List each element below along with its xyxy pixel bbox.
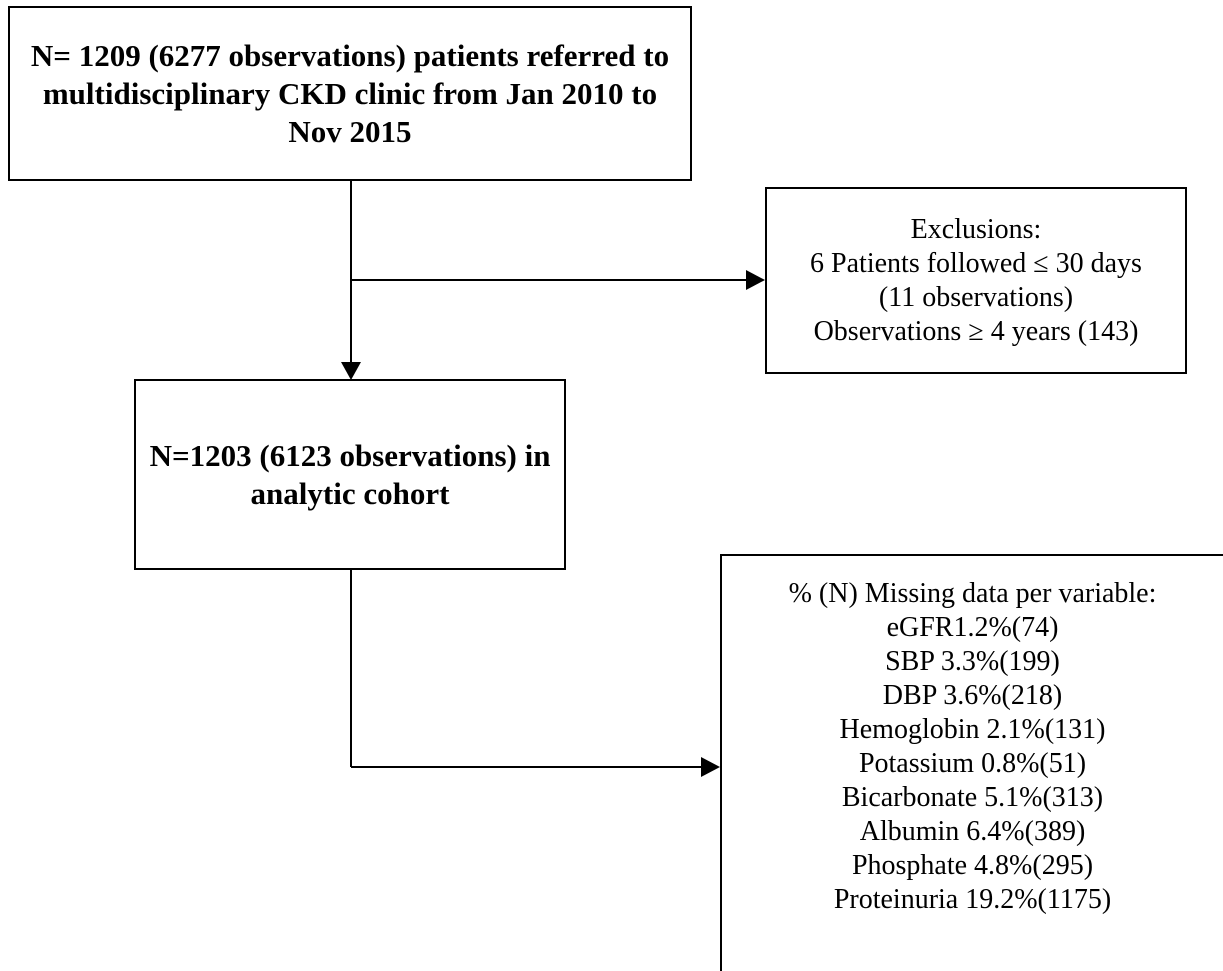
missing-data-heading: % (N) Missing data per variable: (788, 578, 1157, 609)
cohort-line-1: N=1203 (6123 observations) in (149, 437, 551, 473)
exclusion-patients-observations: (11 observations) (878, 281, 1074, 313)
missing-item-phosphate: Phosphate 4.8%(295) (851, 850, 1094, 881)
referral-line-2: multidisciplinary CKD clinic from Jan 20… (42, 75, 658, 111)
missing-item-sbp: SBP 3.3%(199) (885, 646, 1060, 677)
missing-item-albumin: Albumin 6.4%(389) (859, 816, 1086, 847)
arrowhead-right-exclusions (746, 270, 765, 290)
missing-item-potassium: Potassium 0.8%(51) (858, 748, 1087, 779)
missing-item-proteinuria: Proteinuria 19.2%(1175) (833, 884, 1112, 915)
analytic-cohort-box: N=1203 (6123 observations) in analytic c… (134, 379, 566, 570)
arrowhead-right-missing (701, 757, 720, 777)
missing-data-box: % (N) Missing data per variable: eGFR1.2… (720, 554, 1223, 971)
missing-item-bicarbonate: Bicarbonate 5.1%(313) (841, 782, 1104, 813)
missing-item-egfr: eGFR1.2%(74) (886, 612, 1059, 643)
exclusions-box: Exclusions: 6 Patients followed ≤ 30 day… (765, 187, 1187, 374)
missing-item-hemoglobin: Hemoglobin 2.1%(131) (839, 714, 1106, 745)
exclusion-observations: Observations ≥ 4 years (143) (813, 315, 1139, 347)
referral-line-3: Nov 2015 (288, 113, 412, 149)
exclusion-patients: 6 Patients followed ≤ 30 days (810, 247, 1142, 279)
referral-box: N= 1209 (6277 observations) patients ref… (8, 6, 692, 181)
referral-line-1: N= 1209 (6277 observations) patients ref… (30, 37, 670, 73)
arrowhead-down-cohort (341, 362, 361, 380)
missing-item-dbp: DBP 3.6%(218) (882, 680, 1063, 711)
cohort-line-2: analytic cohort (250, 475, 450, 511)
exclusions-heading: Exclusions: (910, 213, 1042, 245)
